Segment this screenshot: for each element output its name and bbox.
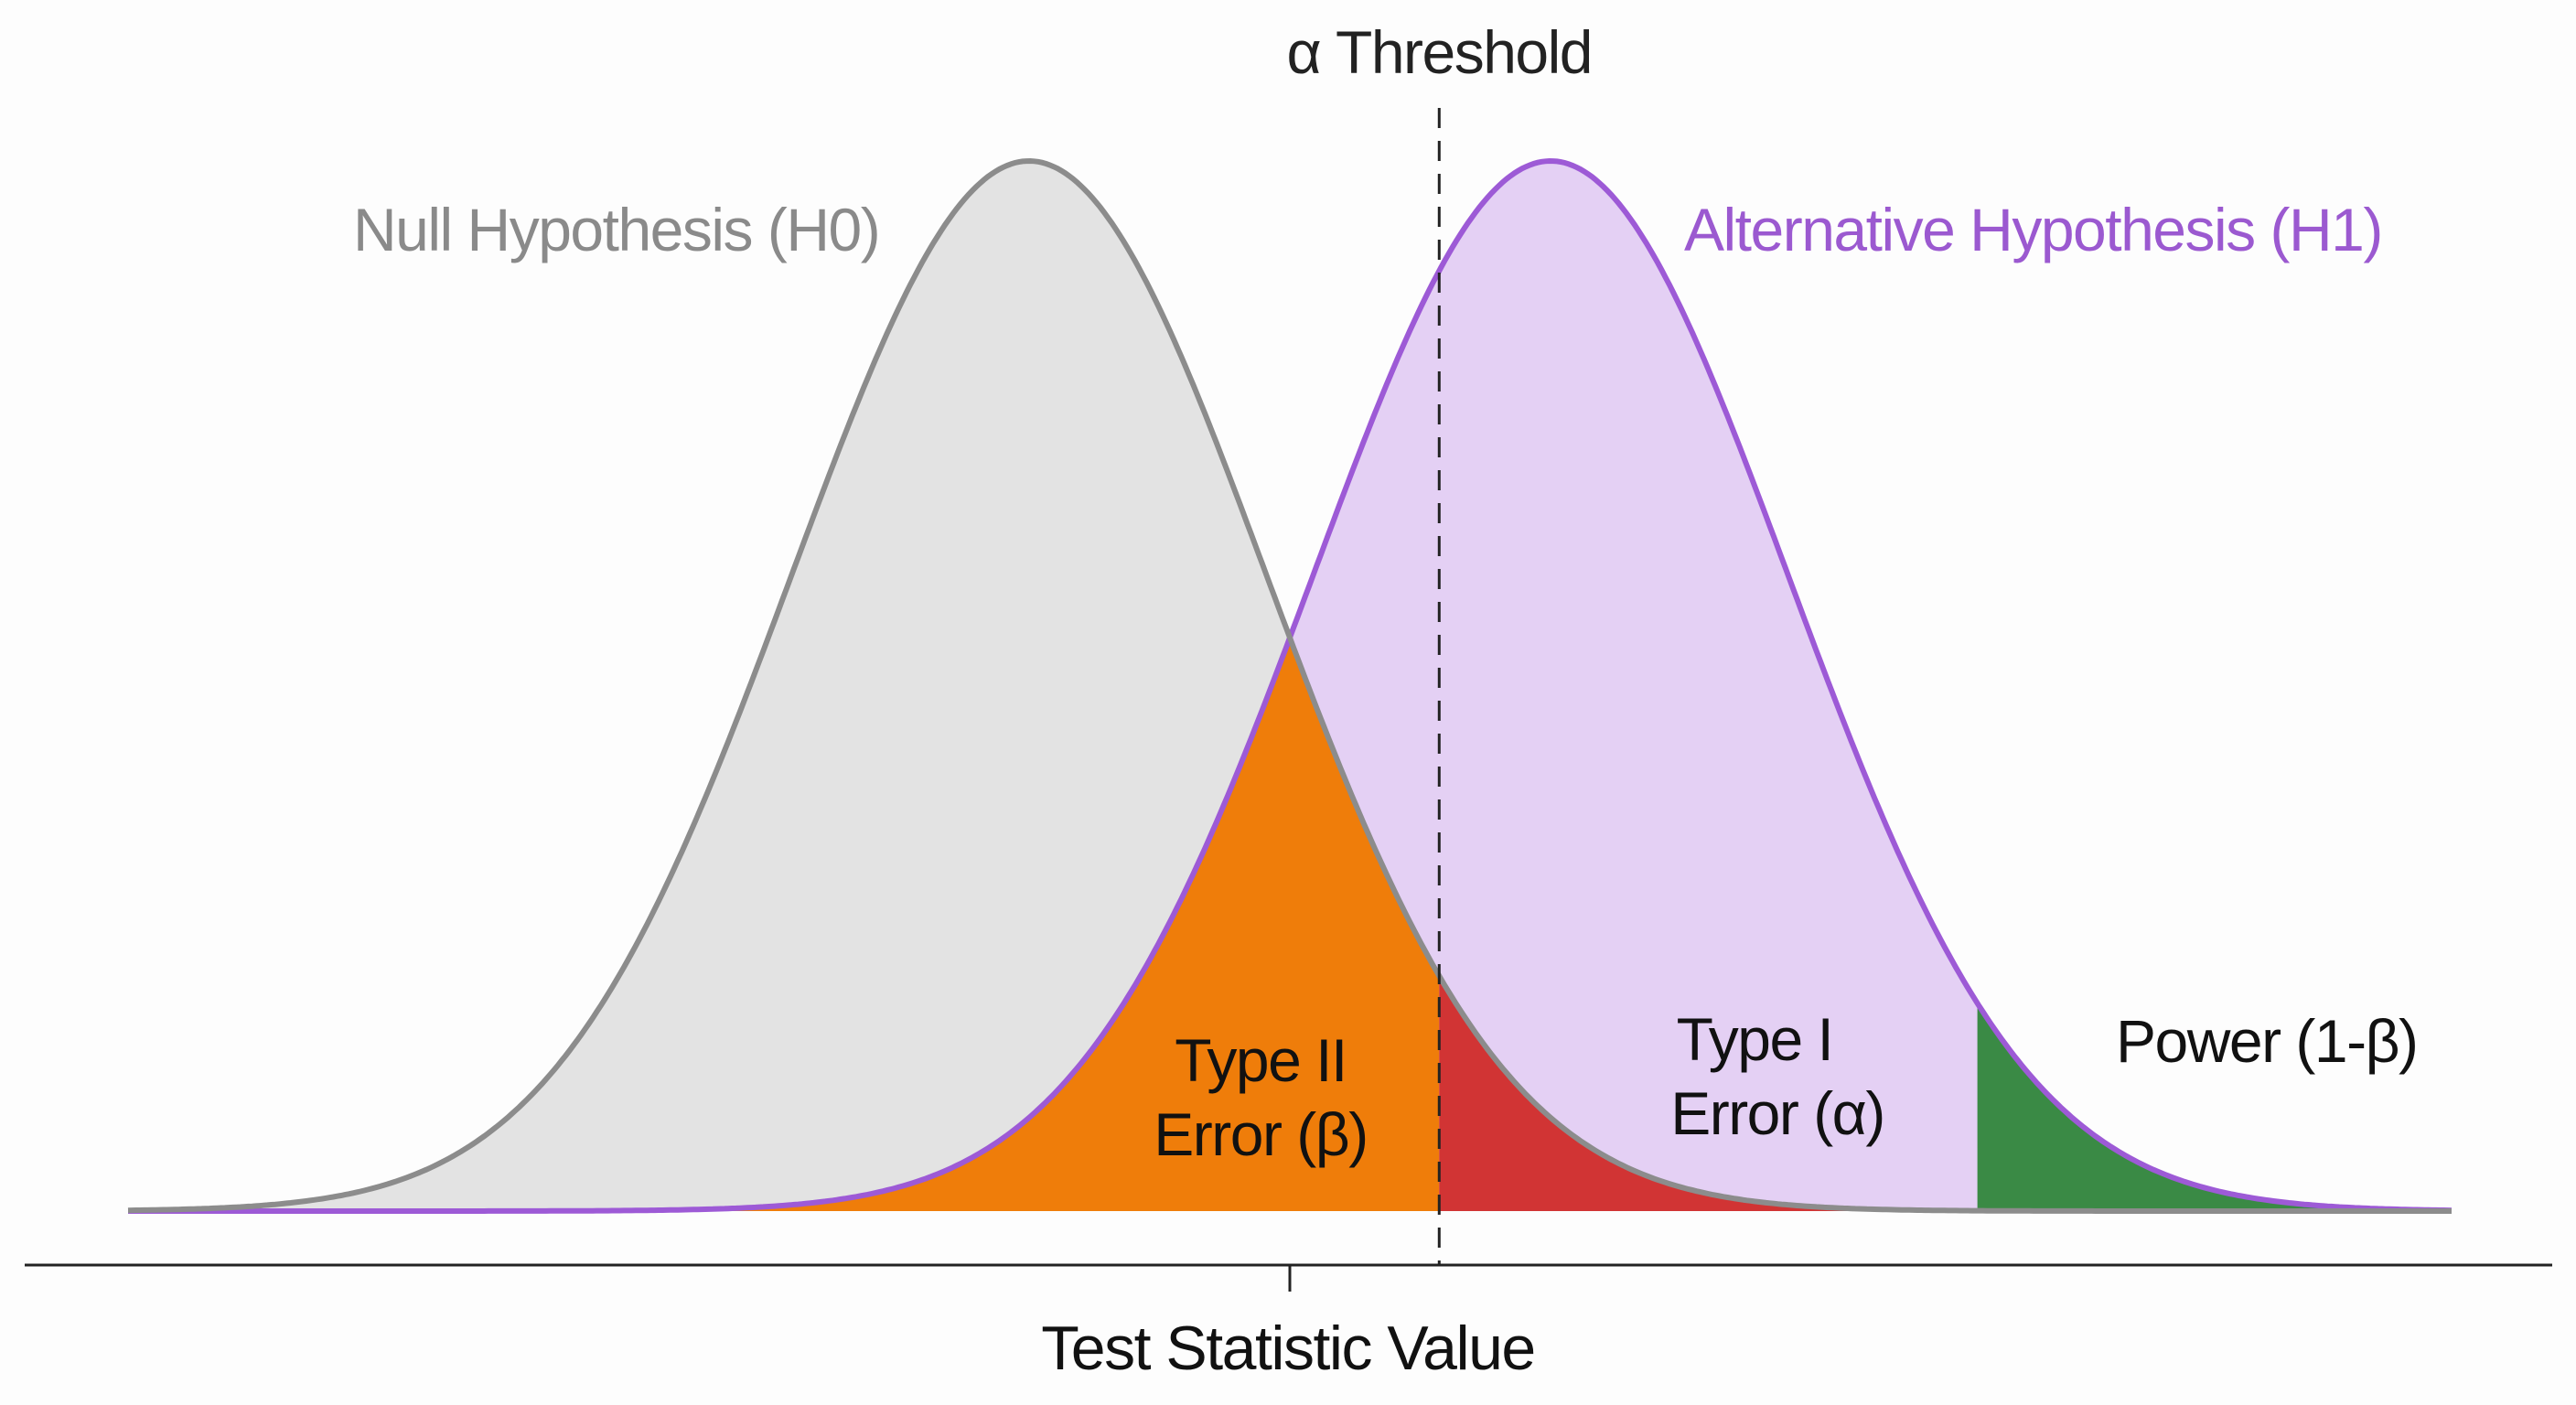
x-axis-label: Test Statistic Value bbox=[1041, 1314, 1534, 1383]
type-i-error-region bbox=[1439, 975, 2452, 1211]
h0-label: Null Hypothesis (H0) bbox=[353, 196, 879, 263]
type-ii-error-label-line1: Type II bbox=[1175, 1026, 1347, 1094]
power-region bbox=[1977, 1003, 2452, 1211]
type-i-error-label-line2: Error (α) bbox=[1670, 1079, 1884, 1147]
power-label: Power (1-β) bbox=[2116, 1007, 2418, 1075]
type-i-error-label-line1: Type I bbox=[1677, 1005, 1833, 1073]
type-ii-error-region bbox=[128, 639, 1440, 1211]
h0-curve bbox=[127, 157, 2452, 1214]
type-ii-error-label-line2: Error (β) bbox=[1154, 1100, 1367, 1168]
alpha-threshold-label: α Threshold bbox=[1287, 18, 1592, 86]
h1-label: Alternative Hypothesis (H1) bbox=[1684, 196, 2382, 263]
